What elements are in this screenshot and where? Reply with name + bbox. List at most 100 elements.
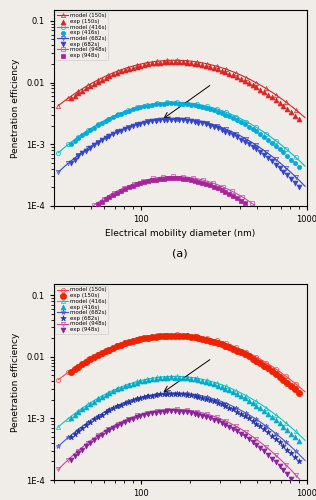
exp (948s) — [99, 198, 104, 206]
exp (150s) — [134, 62, 139, 70]
exp (682s) — [180, 390, 185, 398]
exp (682s) — [219, 126, 224, 134]
exp (416s) — [238, 118, 243, 126]
exp (150s) — [88, 356, 93, 364]
exp (150s) — [161, 332, 166, 340]
exp (416s) — [126, 107, 131, 115]
exp (416s) — [262, 407, 267, 415]
Line: model (948s): model (948s) — [92, 174, 257, 207]
model (682s) — [173, 390, 176, 396]
exp (416s) — [207, 105, 212, 113]
Y-axis label: Penetration efficiency: Penetration efficiency — [11, 58, 20, 158]
model (416s) — [204, 103, 208, 109]
exp (682s) — [211, 123, 216, 131]
model (150s) — [174, 57, 178, 63]
exp (948s) — [180, 175, 185, 183]
exp (948s) — [258, 444, 263, 452]
exp (416s) — [142, 376, 147, 384]
model (682s) — [174, 116, 178, 121]
exp (682s) — [207, 122, 212, 130]
exp (416s) — [115, 386, 120, 394]
exp (150s) — [227, 343, 232, 351]
exp (150s) — [126, 338, 131, 346]
exp (416s) — [107, 389, 112, 397]
exp (416s) — [269, 139, 274, 147]
exp (948s) — [126, 416, 131, 424]
exp (948s) — [204, 413, 209, 421]
exp (682s) — [200, 120, 205, 128]
exp (948s) — [200, 178, 205, 186]
exp (416s) — [296, 438, 301, 446]
exp (150s) — [231, 345, 236, 353]
exp (150s) — [204, 62, 209, 70]
exp (416s) — [126, 381, 131, 389]
exp (948s) — [285, 470, 290, 478]
exp (416s) — [184, 100, 189, 108]
model (948s) — [103, 195, 107, 201]
exp (682s) — [277, 164, 282, 172]
exp (682s) — [258, 422, 263, 430]
exp (150s) — [118, 341, 124, 349]
exp (682s) — [242, 138, 247, 146]
exp (150s) — [293, 385, 298, 393]
exp (150s) — [184, 332, 189, 340]
exp (682s) — [273, 161, 278, 169]
exp (150s) — [111, 344, 116, 352]
exp (682s) — [72, 430, 77, 438]
exp (150s) — [107, 72, 112, 80]
exp (416s) — [103, 117, 108, 125]
model (682s) — [259, 146, 263, 152]
exp (416s) — [254, 128, 259, 136]
exp (682s) — [184, 390, 189, 398]
exp (416s) — [157, 100, 162, 108]
exp (948s) — [76, 449, 81, 457]
exp (150s) — [142, 334, 147, 342]
exp (416s) — [250, 125, 255, 133]
exp (416s) — [180, 100, 185, 108]
model (682s) — [176, 390, 179, 396]
exp (948s) — [200, 412, 205, 420]
exp (682s) — [296, 458, 301, 466]
model (416s) — [259, 128, 263, 134]
exp (416s) — [285, 152, 290, 160]
exp (948s) — [196, 410, 201, 418]
exp (682s) — [153, 391, 158, 399]
exp (682s) — [107, 406, 112, 414]
exp (682s) — [219, 400, 224, 408]
exp (682s) — [238, 410, 243, 418]
model (150s) — [303, 389, 307, 395]
model (416s) — [174, 374, 178, 380]
exp (682s) — [68, 433, 73, 441]
exp (416s) — [215, 382, 220, 390]
exp (948s) — [246, 435, 251, 443]
exp (150s) — [84, 358, 89, 366]
exp (150s) — [130, 64, 135, 72]
exp (948s) — [234, 194, 240, 202]
model (948s) — [173, 174, 176, 180]
exp (416s) — [72, 411, 77, 419]
exp (150s) — [238, 348, 243, 356]
exp (682s) — [180, 116, 185, 124]
exp (682s) — [246, 414, 251, 422]
Line: model (150s): model (150s) — [56, 332, 307, 394]
exp (416s) — [76, 134, 81, 142]
exp (150s) — [142, 61, 147, 69]
exp (150s) — [111, 70, 116, 78]
exp (682s) — [76, 152, 81, 160]
exp (416s) — [84, 128, 89, 136]
exp (682s) — [204, 120, 209, 128]
exp (416s) — [165, 374, 170, 382]
X-axis label: Electrical mobility diameter (nm): Electrical mobility diameter (nm) — [105, 230, 255, 238]
exp (150s) — [246, 79, 251, 87]
exp (150s) — [130, 337, 135, 345]
exp (948s) — [215, 417, 220, 425]
exp (682s) — [91, 142, 96, 150]
exp (948s) — [207, 414, 212, 422]
exp (682s) — [138, 394, 143, 402]
exp (416s) — [262, 133, 267, 141]
exp (150s) — [146, 60, 151, 68]
model (416s) — [298, 432, 301, 438]
exp (416s) — [88, 126, 93, 134]
exp (682s) — [265, 154, 270, 162]
exp (150s) — [118, 68, 124, 76]
